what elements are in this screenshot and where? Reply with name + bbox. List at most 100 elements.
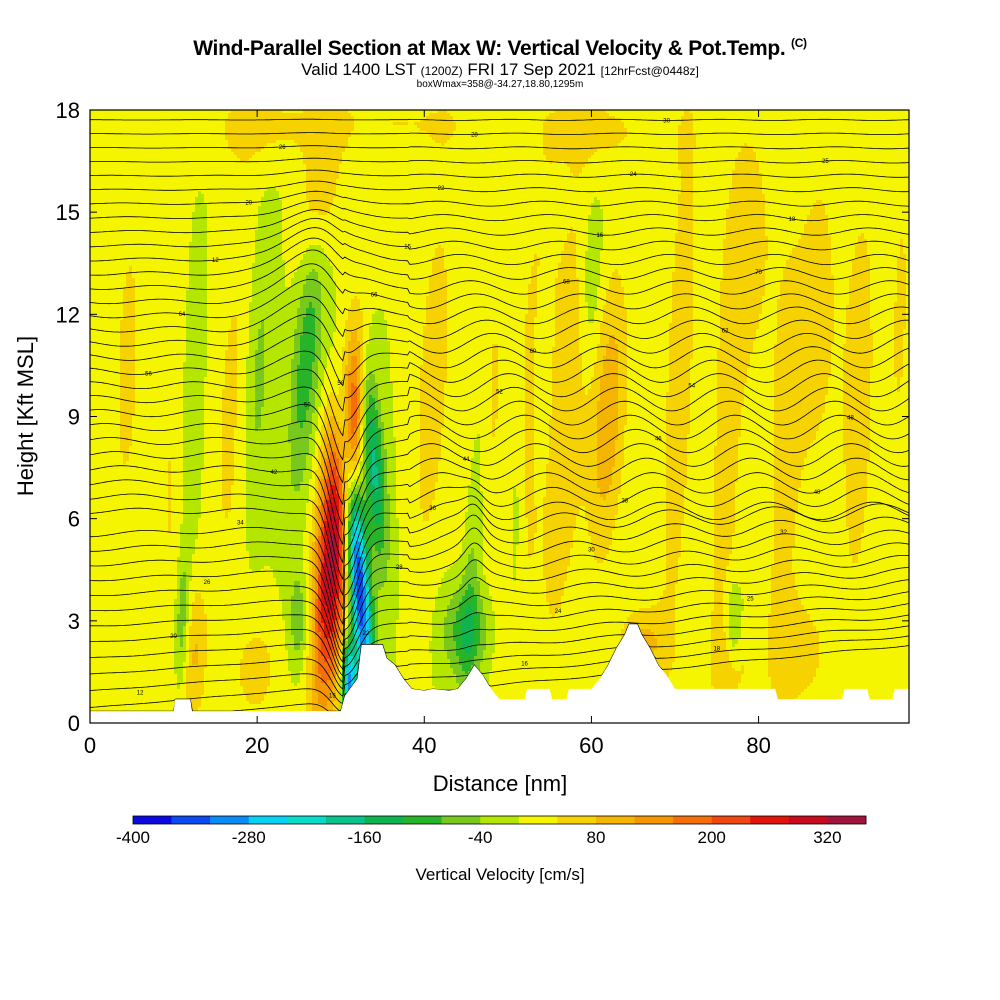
field-cell [297,383,313,387]
field-cell [351,404,358,408]
field-cell [441,452,475,456]
field-cell [363,527,367,531]
field-cell [534,491,547,495]
field-cell [666,509,685,513]
field-cell [579,344,598,348]
field-cell [669,386,691,390]
field-cell [588,158,679,162]
field-cell [618,353,628,357]
field-cell [597,416,619,420]
field-cell [339,566,343,570]
field-cell [867,461,909,465]
field-cell [321,293,337,297]
field-cell [354,545,361,549]
field-cell [381,464,385,468]
field-cell [552,410,598,414]
field-cell [900,386,909,390]
field-cell [171,530,181,534]
field-cell [342,485,346,489]
field-cell [246,506,307,510]
field-cell [870,416,909,420]
field-cell [204,404,223,408]
field-cell [603,233,676,237]
field-cell [870,263,898,267]
field-cell [237,398,247,402]
field-cell [375,521,382,525]
field-cell [774,359,832,363]
field-cell [369,440,379,444]
field-cell [729,203,766,207]
field-cell [717,413,742,417]
field-cell [333,467,337,471]
field-cell [732,539,775,543]
field-cell [297,401,310,405]
field-cell [90,113,229,117]
field-cell [444,263,535,267]
field-cell [387,320,427,324]
field-cell [576,233,589,237]
field-cell [669,341,694,345]
field-cell [264,356,295,360]
field-cell [768,257,790,261]
field-cell [198,533,247,537]
field-cell [693,215,727,219]
field-cell [90,128,226,132]
field-cell [666,548,682,552]
field-cell [774,542,796,546]
field-cell [303,155,343,159]
field-cell [828,383,844,387]
field-cell [357,296,427,300]
field-cell [420,119,454,123]
field-cell [585,509,619,513]
field-cell [399,563,454,567]
field-cell [297,323,304,327]
field-cell [714,470,739,474]
field-cell [600,266,676,270]
field-cell [627,395,667,399]
field-cell [360,509,373,513]
field-cell [300,356,316,360]
field-cell [330,437,337,441]
field-cell [846,326,871,330]
field-cell [384,509,391,513]
field-cell [345,494,349,498]
field-cell [90,158,241,162]
field-cell [666,440,688,444]
field-cell [246,452,292,456]
field-cell [579,320,589,324]
field-cell [348,551,352,555]
field-cell [303,161,343,165]
field-cell [591,386,601,390]
field-cell [123,452,130,456]
field-cell [591,536,613,540]
field-cell [231,503,247,507]
field-cell [303,473,313,477]
field-cell [906,287,909,291]
field-cell [873,341,895,345]
field-cell [588,245,604,249]
field-cell [570,557,595,561]
field-cell [291,407,298,411]
field-cell [312,467,319,471]
field-cell [291,368,298,372]
field-cell [177,566,193,570]
field-cell [576,275,586,279]
field-cell [525,500,535,504]
field-cell [390,548,400,552]
field-cell [207,260,256,264]
field-cell [534,371,553,375]
field-cell [369,551,373,555]
field-cell [291,395,298,399]
field-cell [606,299,625,303]
field-cell [291,374,298,378]
field-cell [435,497,469,501]
field-cell [513,521,520,525]
field-cell [384,458,388,462]
field-cell [843,440,871,444]
field-cell [327,443,340,447]
field-cell [135,278,190,282]
field-cell [555,296,580,300]
field-cell [318,566,322,570]
field-cell [351,422,358,426]
field-cell [834,305,847,309]
